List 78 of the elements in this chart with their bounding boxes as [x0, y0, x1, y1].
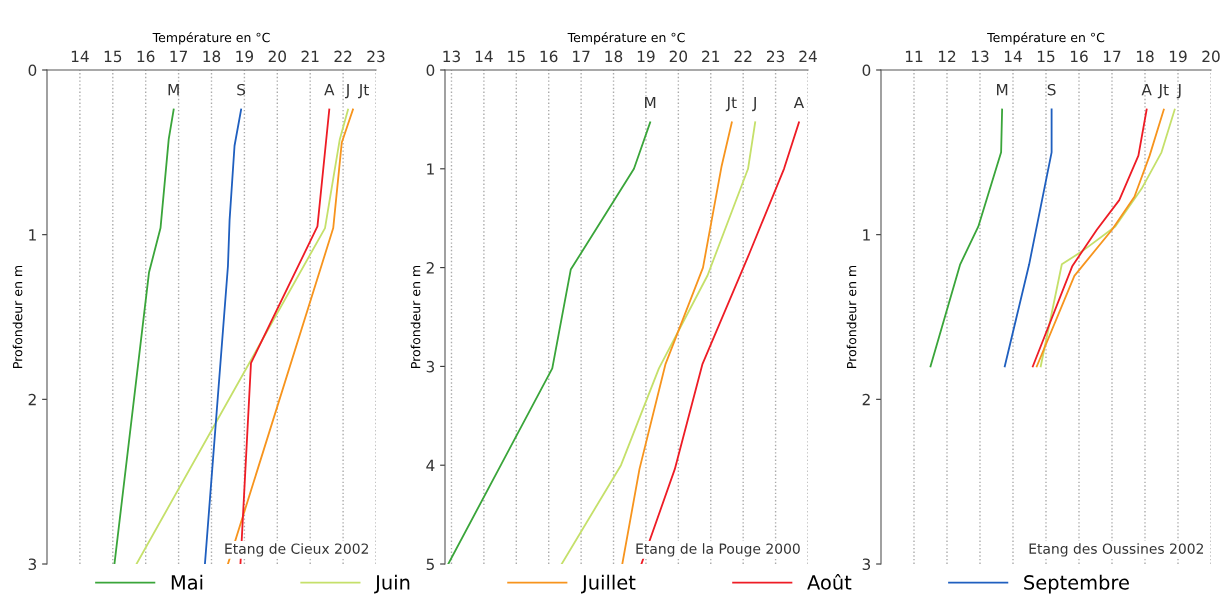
x-tick-label: 21 [301, 50, 319, 62]
annotation: Jt [725, 96, 737, 112]
x-tick-label: 17 [573, 50, 590, 62]
annotation: Etang de Cieux 2002 [225, 543, 369, 557]
annotation: J [1176, 84, 1181, 99]
x-tick-label: 14 [71, 50, 89, 62]
line-series [1031, 108, 1148, 368]
legend-label: Juillet [581, 574, 636, 594]
x-tick-label: 18 [605, 50, 623, 63]
annotation: Etang des Oussines 2002 [1029, 543, 1204, 557]
x-tick-label: 21 [702, 50, 720, 62]
line-series [929, 108, 1004, 368]
x-tick-label: 19 [637, 50, 655, 63]
legend-label: Août [807, 573, 852, 590]
x-tick-label: 20 [268, 50, 287, 63]
x-tick-label: 17 [170, 50, 188, 62]
x-tick-label: 20 [669, 50, 688, 63]
y-tick-label: 1 [29, 229, 36, 241]
annotation: A [793, 96, 805, 109]
y-tick-label: 1 [427, 163, 434, 175]
y-axis-title: Profondeur en m [12, 265, 23, 368]
y-tick-label: 2 [28, 393, 36, 406]
x-tick-label: 18 [203, 50, 221, 63]
x-tick-label: 11 [905, 50, 923, 62]
x-tick-label: 18 [1136, 50, 1154, 63]
y-tick-label: 4 [426, 459, 435, 471]
x-tick-label: 24 [799, 50, 817, 62]
x-tick-label: 19 [236, 50, 254, 63]
x-tick-label: 14 [475, 50, 493, 62]
annotation: M [645, 96, 656, 109]
annotation: A [324, 84, 335, 96]
x-tick-label: 22 [334, 50, 352, 62]
x-tick-label: 14 [1004, 50, 1022, 62]
x-tick-label: 16 [137, 50, 155, 63]
x-tick-label: 23 [766, 50, 785, 63]
annotation: Etang de la Pouge 2000 [636, 543, 800, 557]
x-axis-title: Température en °C [152, 32, 270, 45]
annotation: S [1047, 83, 1056, 96]
legend-label: Juin [374, 574, 410, 594]
legend-label: Mai [171, 574, 203, 590]
x-tick-label: 19 [1169, 50, 1187, 63]
line-series [1003, 108, 1053, 368]
y-tick-label: 5 [426, 558, 434, 571]
x-tick-label: 13 [971, 50, 989, 63]
y-tick-label: 3 [862, 558, 871, 571]
x-tick-label: 15 [508, 50, 525, 63]
y-tick-label: 0 [862, 64, 871, 77]
annotation: M [997, 84, 1008, 96]
y-tick-label: 0 [28, 64, 37, 77]
annotation: Jt [1157, 84, 1169, 99]
y-tick-label: 2 [426, 262, 434, 274]
annotation: Jt [358, 84, 369, 99]
legend-label: Septembre [1024, 574, 1129, 594]
y-tick-label: 1 [863, 229, 870, 241]
y-axis-title: Profondeur en m [846, 265, 857, 368]
y-tick-label: 2 [862, 393, 870, 406]
annotation: A [1141, 84, 1152, 96]
y-tick-label: 3 [28, 558, 37, 571]
x-tick-label: 22 [734, 50, 752, 62]
x-tick-label: 15 [1037, 50, 1055, 63]
x-tick-label: 15 [104, 50, 122, 63]
y-tick-label: 0 [426, 64, 435, 77]
x-tick-label: 13 [443, 50, 460, 63]
annotation: J [344, 84, 349, 99]
annotation: M [168, 84, 179, 96]
x-axis-title: Température en °C [987, 32, 1105, 45]
x-tick-label: 20 [1202, 50, 1220, 63]
annotation: J [752, 96, 756, 112]
annotation: S [237, 83, 246, 96]
x-tick-label: 23 [367, 50, 385, 63]
x-tick-label: 12 [938, 50, 956, 62]
line-series [113, 108, 175, 564]
x-tick-label: 16 [1070, 50, 1088, 63]
x-tick-label: 16 [540, 50, 558, 63]
x-tick-label: 17 [1103, 50, 1121, 62]
y-axis-title: Profondeur en m [410, 265, 421, 368]
y-tick-label: 3 [426, 360, 435, 373]
x-axis-title: Température en °C [567, 32, 685, 45]
